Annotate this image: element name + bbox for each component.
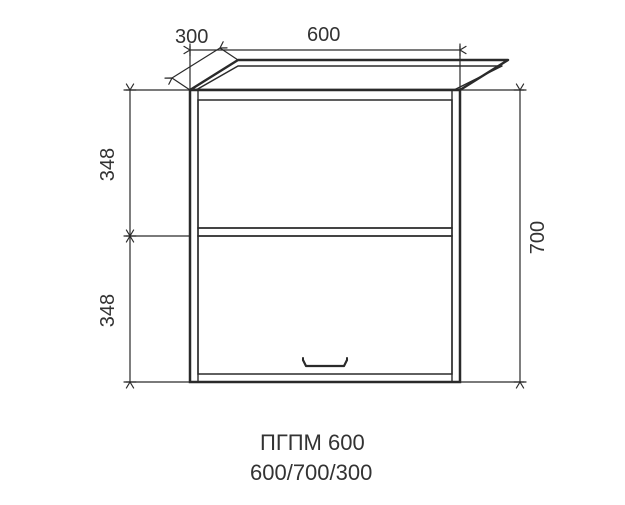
dim-depth-label: 300 xyxy=(175,26,208,49)
dim-left-lower-label: 348 xyxy=(97,294,120,327)
caption-line1: ПГПМ 600 xyxy=(260,430,365,456)
dim-left-upper-label: 348 xyxy=(97,148,120,181)
dim-width-label: 600 xyxy=(307,24,340,47)
caption-line2: 600/700/300 xyxy=(250,460,372,486)
technical-drawing: 300 600 348 348 700 ПГПМ 600 600/700/300 xyxy=(0,0,625,500)
dim-right-total-label: 700 xyxy=(527,221,550,254)
